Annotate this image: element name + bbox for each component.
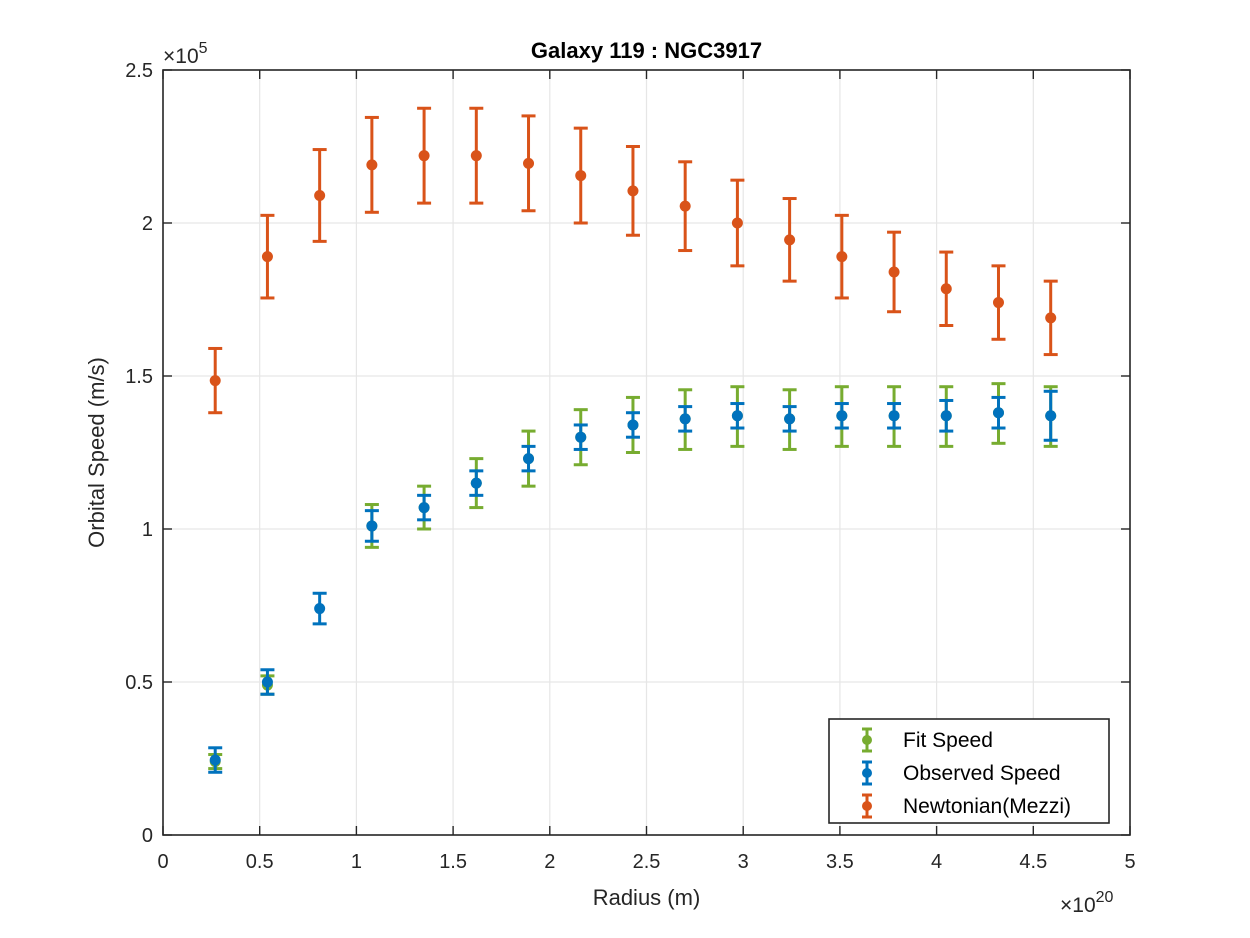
- x-tick-label: 0: [157, 851, 168, 873]
- x-axis-exponent: ×1020: [1060, 889, 1114, 917]
- data-point: [940, 283, 952, 295]
- y-exponent-base: ×10: [163, 45, 199, 68]
- chart-title: Galaxy 119 : NGC3917: [531, 38, 762, 63]
- legend-swatch-marker: [862, 735, 872, 745]
- data-point: [992, 297, 1004, 309]
- series-fit-speed: [208, 382, 1058, 771]
- legend-box: [828, 718, 1110, 824]
- legend-swatch-marker: [862, 768, 872, 778]
- x-tick-label: 0.5: [246, 851, 274, 873]
- data-point: [523, 453, 535, 465]
- x-tick-label: 4.5: [1019, 851, 1047, 873]
- data-point: [992, 407, 1004, 419]
- data-series-layer: [208, 106, 1058, 774]
- data-point: [1045, 312, 1057, 324]
- data-point: [836, 251, 848, 263]
- data-point: [261, 676, 273, 688]
- x-exponent-power: 20: [1096, 889, 1114, 906]
- data-point: [836, 410, 848, 422]
- x-tick-label: 3: [738, 851, 749, 873]
- x-tick-label: 4: [931, 851, 942, 873]
- y-axis-label: Orbital Speed (m/s): [84, 357, 109, 548]
- data-point: [366, 520, 378, 532]
- data-point: [418, 150, 430, 162]
- data-point: [314, 603, 326, 615]
- data-point: [1045, 410, 1057, 422]
- legend-swatch-marker: [862, 801, 872, 811]
- y-tick-label: 0.5: [125, 672, 153, 694]
- legend-label: Fit Speed: [903, 729, 993, 752]
- legend-label: Observed Speed: [903, 762, 1061, 785]
- data-point: [679, 413, 691, 425]
- x-tick-label: 1.5: [439, 851, 467, 873]
- y-tick-label: 2: [142, 213, 153, 235]
- data-point: [784, 234, 796, 246]
- data-point: [523, 157, 535, 169]
- y-tick-label: 0: [142, 825, 153, 847]
- x-tick-label: 2.5: [633, 851, 661, 873]
- y-exponent-power: 5: [199, 40, 208, 57]
- legend: Fit Speed Observed Speed Newtonian(Mezzi): [828, 718, 1110, 824]
- data-point: [575, 431, 587, 443]
- x-tick-label: 3.5: [826, 851, 854, 873]
- axis-ticks: 0 0.5 1 1.5 2 2.5 3 3.5 4 4.5 5 0 0.5 1 1.5 2 2.5: [125, 60, 1135, 873]
- data-point: [209, 375, 221, 387]
- y-axis-exponent: ×105: [163, 40, 208, 68]
- data-point: [940, 410, 952, 422]
- data-point: [575, 170, 587, 182]
- data-point: [366, 159, 378, 171]
- legend-item: Fit Speed: [862, 727, 993, 753]
- data-point: [209, 754, 221, 766]
- data-point: [888, 266, 900, 278]
- legend-item: Newtonian(Mezzi): [862, 793, 1071, 819]
- legend-item: Observed Speed: [862, 760, 1061, 786]
- data-point: [731, 217, 743, 229]
- legend-label: Newtonian(Mezzi): [903, 795, 1071, 818]
- series-newtonian-mezzi-: [208, 106, 1058, 415]
- x-tick-label: 5: [1124, 851, 1135, 873]
- x-axis-label: Radius (m): [593, 885, 701, 910]
- data-point: [314, 189, 326, 201]
- data-point: [627, 185, 639, 197]
- data-point: [418, 502, 430, 514]
- data-point: [784, 413, 796, 425]
- data-point: [470, 477, 482, 489]
- x-exponent-base: ×10: [1060, 894, 1096, 917]
- y-tick-label: 1: [142, 519, 153, 541]
- data-point: [679, 200, 691, 212]
- data-point: [470, 150, 482, 162]
- y-tick-label: 2.5: [125, 60, 153, 82]
- x-tick-label: 2: [544, 851, 555, 873]
- data-point: [888, 410, 900, 422]
- data-point: [731, 410, 743, 422]
- y-tick-label: 1.5: [125, 366, 153, 388]
- series-observed-speed: [208, 389, 1058, 774]
- data-point: [627, 419, 639, 431]
- data-point: [261, 251, 273, 263]
- x-tick-label: 1: [351, 851, 362, 873]
